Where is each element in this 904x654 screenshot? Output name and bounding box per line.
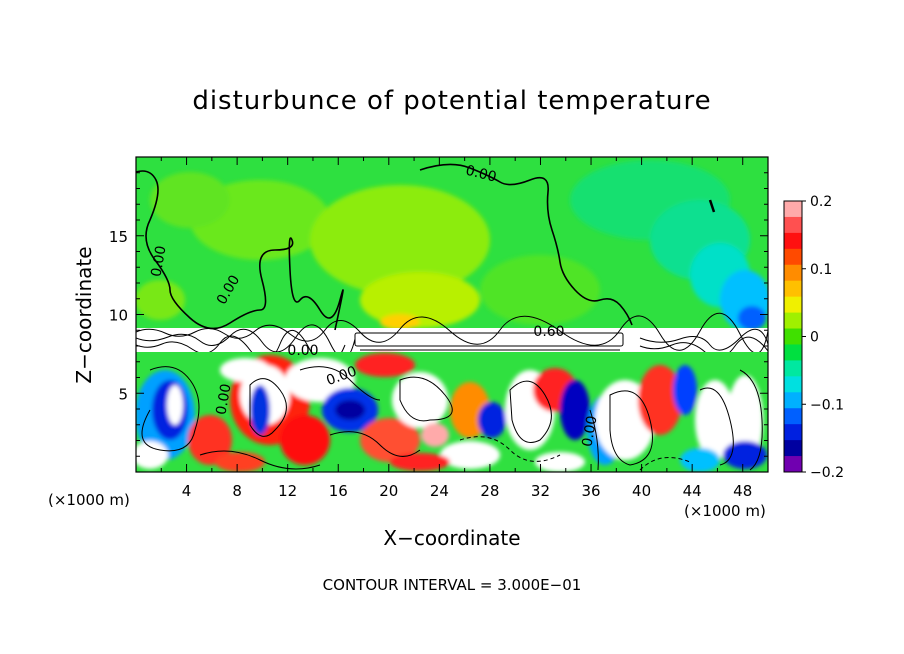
colorbar-swatch — [784, 344, 802, 361]
lower-contours — [141, 366, 763, 471]
x-tick-label: 48 — [733, 482, 752, 500]
colorbar-swatch — [784, 424, 802, 441]
colorbar-swatch — [784, 264, 802, 282]
colorbar-swatch — [784, 312, 802, 330]
colorbar-swatch — [784, 440, 802, 457]
colorbar-tick-label: −0.1 — [810, 397, 844, 413]
x-tick-label: 32 — [531, 482, 550, 500]
x-unit-label: (×1000 m) — [684, 502, 766, 520]
y-tick-label: 10 — [109, 307, 128, 325]
colorbar-swatch — [784, 280, 802, 298]
x-axis: 4 8 12 16 20 24 28 32 36 40 44 48 — [160, 157, 752, 500]
colorbar-swatch — [784, 392, 802, 409]
contour-label: 0.00 — [287, 343, 318, 359]
x-tick-label: 40 — [632, 482, 651, 500]
x-tick-label: 44 — [683, 482, 702, 500]
colorbar-tick-label: −0.2 — [810, 465, 844, 481]
y-tick-label: 5 — [118, 385, 128, 403]
x-tick-label: 16 — [329, 482, 348, 500]
colorbar-swatch — [784, 456, 802, 473]
y-axis: 5 10 15 — [109, 172, 768, 457]
contour-interval-note: CONTOUR INTERVAL = 3.000E−01 — [322, 576, 582, 594]
contour-label: 0.00 — [579, 415, 600, 448]
x-tick-label: 28 — [480, 482, 499, 500]
x-tick-label: 20 — [379, 482, 398, 500]
field-layer — [136, 157, 768, 472]
x-axis-label: X−coordinate — [383, 526, 521, 550]
colorbar-swatch — [784, 216, 802, 234]
y-tick-label: 15 — [109, 228, 128, 246]
colorbar-swatch — [784, 248, 802, 266]
y-axis-label: Z−coordinate — [72, 246, 96, 384]
contour-label: 0.00 — [213, 383, 234, 416]
colorbar-tick-label: 0.2 — [810, 194, 832, 210]
colorbar-swatch — [784, 408, 802, 425]
colorbar-swatch — [784, 201, 802, 218]
x-tick-label: 8 — [232, 482, 242, 500]
colorbar-tick-label: 0.1 — [810, 262, 832, 278]
x-tick-label: 12 — [278, 482, 297, 500]
contour-label: 0.00 — [148, 245, 169, 278]
colorbar-swatch — [784, 232, 802, 250]
band-contours — [136, 312, 768, 368]
colorbar: 0.2 0.1 0 −0.1 −0.2 — [783, 194, 844, 481]
contour-label: 0.60 — [533, 324, 564, 340]
colorbar-swatch — [784, 328, 802, 345]
contour-label: 0.00 — [464, 163, 498, 186]
chart-title: disturbunce of potential temperature — [192, 86, 712, 116]
colorbar-tick-label: 0 — [810, 330, 819, 346]
colorbar-swatch — [784, 360, 802, 377]
zero-contours — [136, 163, 716, 331]
z-unit-label: (×1000 m) — [48, 491, 130, 509]
x-tick-label: 24 — [430, 482, 449, 500]
colorbar-swatch — [784, 296, 802, 314]
colorbar-swatch — [784, 376, 802, 393]
x-tick-label: 4 — [182, 482, 192, 500]
x-tick-label: 36 — [581, 482, 600, 500]
